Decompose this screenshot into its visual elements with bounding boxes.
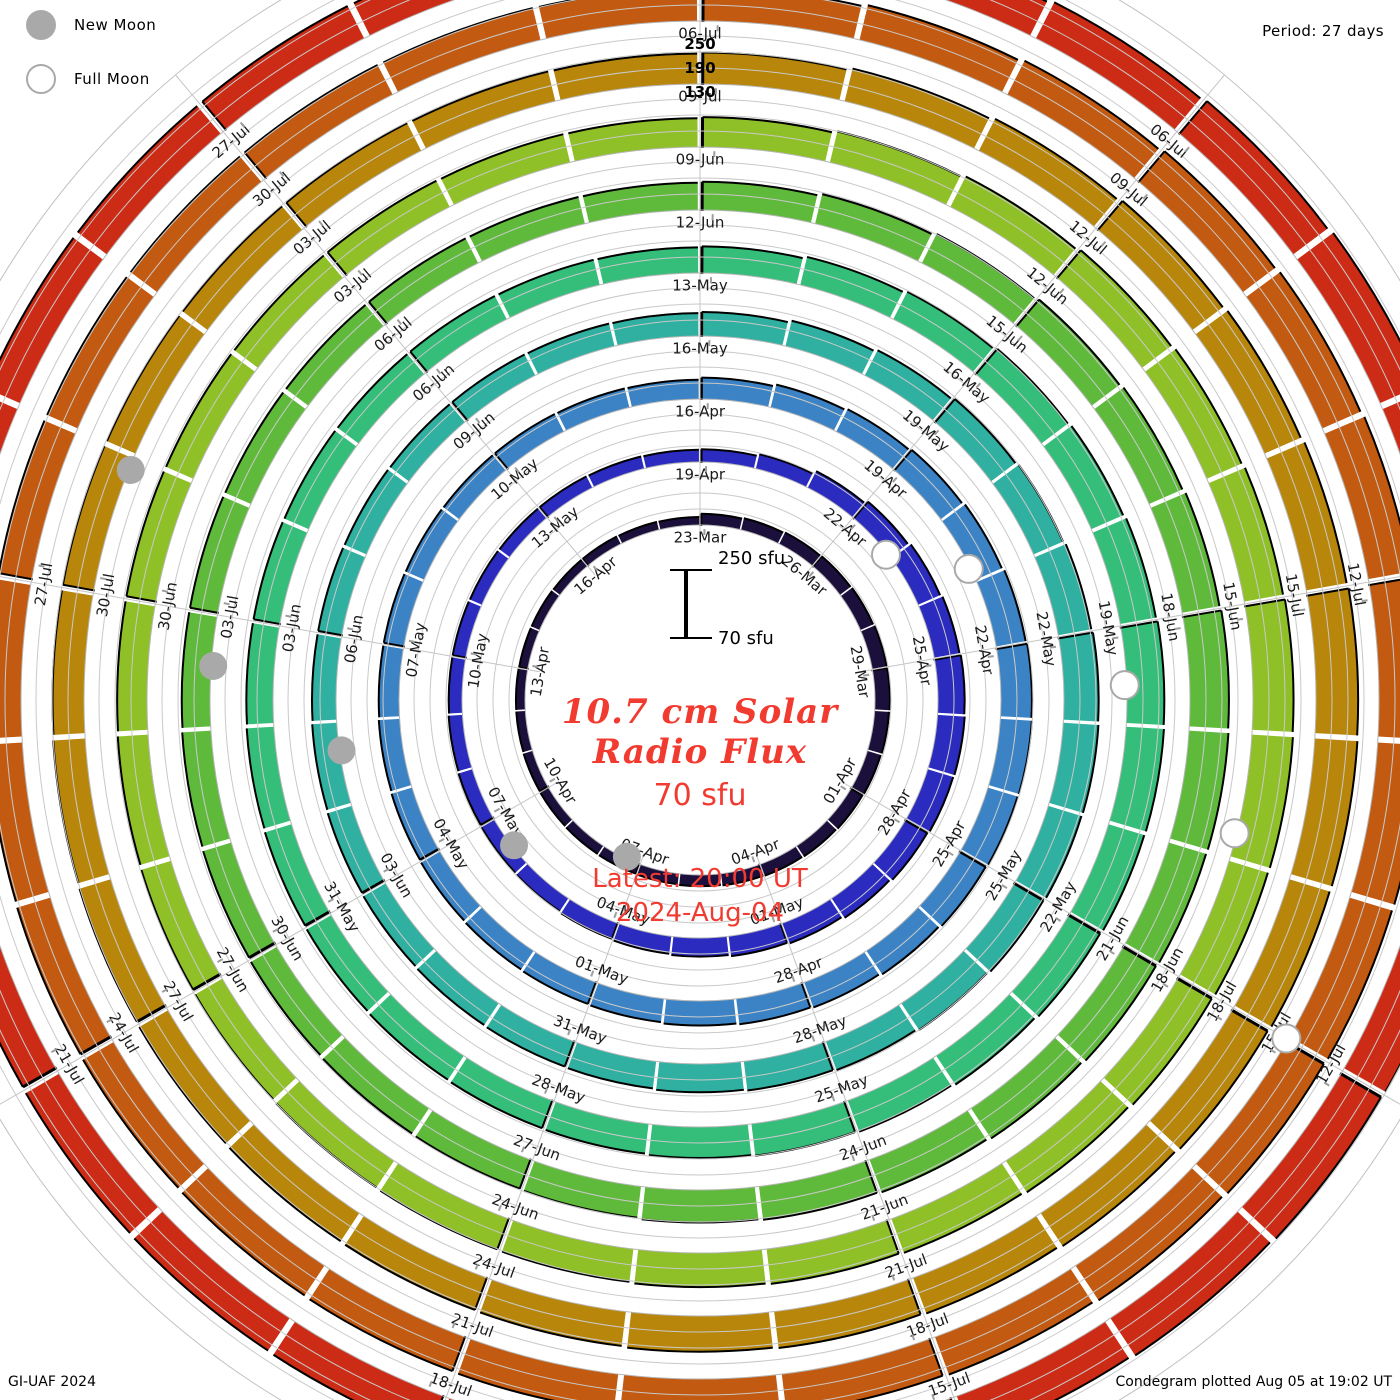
date-tick-label: 09-Jun [676, 151, 725, 169]
full-moon-icon [26, 64, 56, 94]
latest-time: Latest: 20:00 UT [592, 864, 808, 894]
date-tick-label: 16-May [672, 340, 728, 358]
date-tick-label: 06-Jul [678, 25, 721, 43]
legend-full-moon: Full Moon [26, 64, 150, 94]
flux-ring [377, 376, 1033, 1027]
flux-ring [245, 245, 1166, 1159]
legend-new-moon-label: New Moon [74, 16, 157, 34]
date-tick-label: 19-Apr [675, 466, 726, 484]
full-moon-marker [1271, 1023, 1302, 1054]
flux-ring [447, 448, 966, 958]
date-tick-label: 13-May [672, 277, 728, 295]
date-tick-label: 16-Apr [675, 403, 726, 421]
full-moon-marker [953, 553, 984, 584]
footer-credit: GI-UAF 2024 [8, 1374, 96, 1390]
full-moon-marker [1109, 670, 1140, 701]
radial-scale-labels: 250 190 130 [684, 32, 715, 104]
title-line-2: Radio Flux [592, 732, 808, 772]
scalebar-layer [670, 569, 712, 639]
scalebar-low-label: 70 sfu [718, 628, 774, 649]
latest-timestamp: Latest: 20:00 UT 2024-Aug-04 [592, 862, 807, 930]
flux-ring [311, 311, 1100, 1094]
new-moon-marker [612, 842, 641, 871]
new-moon-marker [199, 651, 228, 680]
latest-date: 2024-Aug-04 [615, 898, 785, 928]
new-moon-marker [116, 455, 145, 484]
flux-ring [51, 51, 1360, 1353]
period-label: Period: 27 days [1262, 22, 1384, 40]
page-title: 10.7 cm Solar Radio Flux [562, 692, 838, 772]
legend-new-moon: New Moon [26, 10, 156, 40]
full-moon-marker [870, 539, 901, 570]
date-tick-label: 23-Mar [674, 529, 728, 547]
new-moon-marker [500, 831, 529, 860]
date-tick-label: 27-Jul [31, 561, 56, 607]
new-moon-icon [26, 10, 56, 40]
moon-marker-layer [116, 455, 1302, 1054]
new-moon-marker [327, 736, 356, 765]
current-flux-value: 70 sfu [653, 778, 747, 813]
footer-plot-time: Condegram plotted Aug 05 at 19:02 UT [1115, 1374, 1392, 1390]
scale-label-130: 130 [684, 83, 716, 101]
date-tick-label: 09-Jul [678, 88, 721, 106]
date-tick-label: 03-Jul [217, 594, 242, 640]
scalebar-labels: 250 sfu 70 sfu [718, 548, 838, 649]
legend-full-moon-label: Full Moon [74, 70, 150, 88]
full-moon-marker [1219, 818, 1250, 849]
date-tick-label: 12-Jun [676, 214, 725, 232]
title-line-1: 10.7 cm Solar [561, 692, 839, 732]
scale-label-250: 250 [684, 35, 716, 53]
scale-label-190: 190 [684, 59, 716, 77]
flux-ring [180, 180, 1230, 1224]
scalebar-high-label: 250 sfu [718, 548, 786, 569]
